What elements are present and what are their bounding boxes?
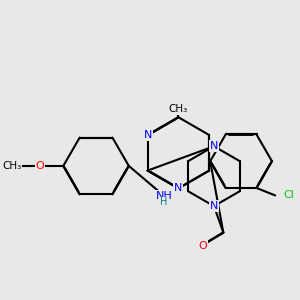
Text: Cl: Cl (284, 190, 295, 200)
Text: CH₃: CH₃ (169, 104, 188, 114)
Text: N: N (174, 183, 183, 194)
Text: CH₃: CH₃ (2, 161, 22, 171)
Text: O: O (199, 241, 208, 251)
Text: N: N (210, 201, 218, 211)
Text: N: N (210, 141, 218, 151)
Text: N: N (143, 130, 152, 140)
Text: H: H (160, 197, 167, 208)
Text: NH: NH (156, 191, 173, 201)
Text: O: O (35, 161, 44, 171)
